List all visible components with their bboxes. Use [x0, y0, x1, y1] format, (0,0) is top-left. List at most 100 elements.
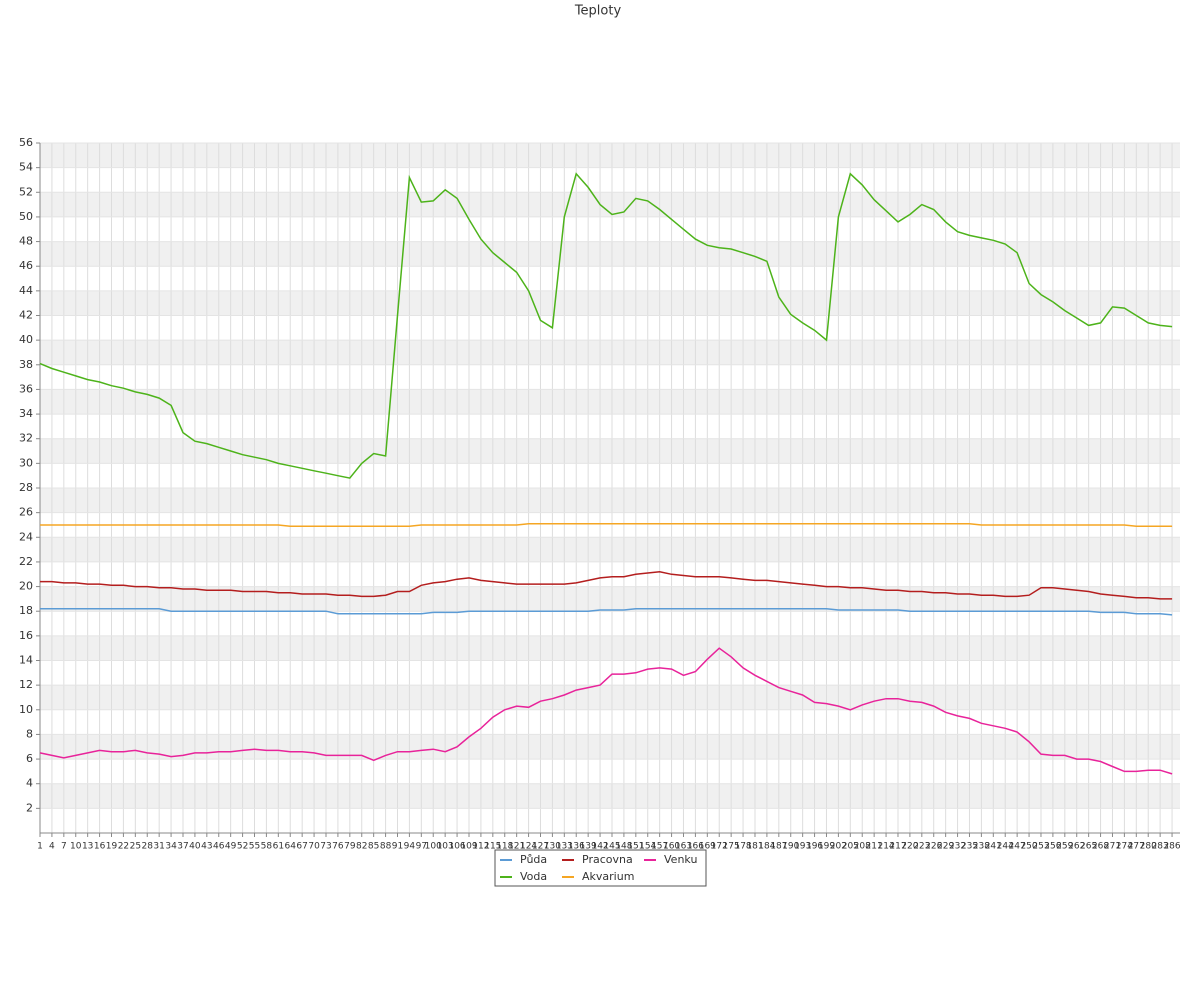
x-tick-label: 10: [70, 842, 82, 852]
x-tick-label: 31: [153, 842, 164, 852]
y-tick-label: 30: [19, 456, 33, 469]
y-tick-label: 54: [19, 161, 33, 174]
x-tick-label: 283: [1152, 842, 1169, 852]
grid-band: [40, 537, 1180, 562]
x-tick-label: 58: [261, 842, 273, 852]
x-tick-label: 280: [1140, 842, 1157, 852]
y-tick-label: 48: [19, 235, 33, 248]
x-tick-label: 184: [758, 842, 775, 852]
x-tick-label: 106: [448, 842, 465, 852]
x-tick-label: 100: [425, 842, 442, 852]
y-tick-label: 28: [19, 481, 33, 494]
y-tick-label: 50: [19, 210, 33, 223]
y-tick-label: 34: [19, 407, 33, 420]
chart-title: Teploty: [574, 4, 622, 19]
x-tick-label: 166: [687, 842, 704, 852]
x-tick-label: 154: [639, 842, 656, 852]
x-tick-label: 94: [404, 842, 416, 852]
x-tick-label: 253: [1032, 842, 1049, 852]
x-tick-label: 91: [392, 842, 403, 852]
x-tick-label: 199: [818, 842, 835, 852]
x-tick-label: 73: [320, 842, 331, 852]
series-line: [40, 571, 1173, 600]
grid-band: [40, 783, 1180, 809]
x-tick-label: 232: [949, 842, 966, 852]
series-line: [39, 647, 1173, 775]
x-tick-label: 262: [1068, 842, 1085, 852]
x-tick-label: 103: [437, 842, 454, 852]
y-tick-label: 24: [19, 530, 33, 543]
x-tick-label: 214: [877, 842, 894, 852]
legend-label: Venku: [664, 853, 697, 866]
x-tick-label: 61: [273, 842, 284, 852]
x-tick-label: 229: [937, 842, 954, 852]
grid-band: [40, 685, 1180, 710]
series-line: [40, 608, 1173, 616]
y-tick-label: 46: [19, 259, 33, 272]
x-tick-label: 82: [356, 842, 367, 852]
x-tick-label: 121: [508, 842, 525, 852]
x-tick-label: 193: [794, 842, 811, 852]
x-tick-label: 148: [615, 842, 632, 852]
x-tick-label: 19: [106, 842, 118, 852]
y-tick-label: 14: [19, 654, 33, 667]
legend-label: Akvarium: [582, 870, 634, 883]
x-tick-label: 256: [1044, 842, 1061, 852]
x-tick-label: 274: [1116, 842, 1133, 852]
legend-label: Půda: [520, 853, 547, 866]
y-tick-label: 32: [19, 432, 33, 445]
grid-band: [40, 340, 1180, 365]
x-tick-label: 76: [332, 842, 344, 852]
x-tick-label: 1: [37, 842, 43, 852]
x-tick-label: 67: [296, 842, 307, 852]
y-tick-label: 10: [19, 703, 33, 716]
grid-band: [40, 290, 1180, 316]
y-tick-label: 20: [19, 580, 33, 593]
x-tick-label: 163: [675, 842, 692, 852]
x-tick-label: 109: [460, 842, 477, 852]
x-tick-label: 7: [61, 842, 67, 852]
x-tick-label: 175: [723, 842, 740, 852]
y-tick-label: 2: [26, 801, 33, 814]
x-tick-label: 265: [1080, 842, 1097, 852]
y-tick-label: 22: [19, 555, 33, 568]
x-tick-label: 208: [854, 842, 871, 852]
x-tick-label: 160: [663, 842, 680, 852]
y-tick-label: 56: [19, 136, 33, 149]
legend-label: Voda: [520, 870, 547, 883]
x-tick-label: 244: [997, 842, 1014, 852]
x-tick-label: 43: [201, 842, 212, 852]
legend-box: [494, 849, 707, 887]
x-tick-label: 55: [249, 842, 260, 852]
x-tick-label: 70: [308, 842, 320, 852]
grid-band: [40, 241, 1180, 267]
x-tick-label: 25: [130, 842, 141, 852]
x-tick-label: 205: [842, 842, 859, 852]
x-tick-label: 142: [591, 842, 608, 852]
y-tick-label: 6: [26, 752, 33, 765]
x-tick-label: 127: [532, 842, 549, 852]
x-tick-label: 130: [544, 842, 561, 852]
x-tick-label: 220: [901, 842, 918, 852]
x-tick-label: 34: [165, 842, 177, 852]
x-tick-label: 190: [782, 842, 799, 852]
x-tick-label: 40: [189, 842, 201, 852]
y-tick-label: 16: [19, 629, 33, 642]
x-tick-label: 28: [142, 842, 154, 852]
x-tick-label: 277: [1128, 842, 1145, 852]
y-tick-label: 40: [19, 333, 33, 346]
y-tick-label: 36: [19, 382, 33, 395]
x-tick-label: 52: [237, 842, 248, 852]
x-tick-label: 211: [866, 842, 883, 852]
y-tick-label: 52: [19, 185, 33, 198]
y-tick-label: 42: [19, 309, 33, 322]
y-tick-label: 44: [19, 284, 33, 297]
x-tick-label: 85: [368, 842, 379, 852]
x-tick-label: 97: [416, 842, 427, 852]
x-tick-label: 118: [496, 842, 513, 852]
y-tick-label: 18: [19, 604, 33, 617]
x-tick-label: 250: [1020, 842, 1037, 852]
x-tick-label: 181: [746, 842, 763, 852]
x-tick-label: 226: [925, 842, 942, 852]
x-tick-label: 241: [985, 842, 1002, 852]
